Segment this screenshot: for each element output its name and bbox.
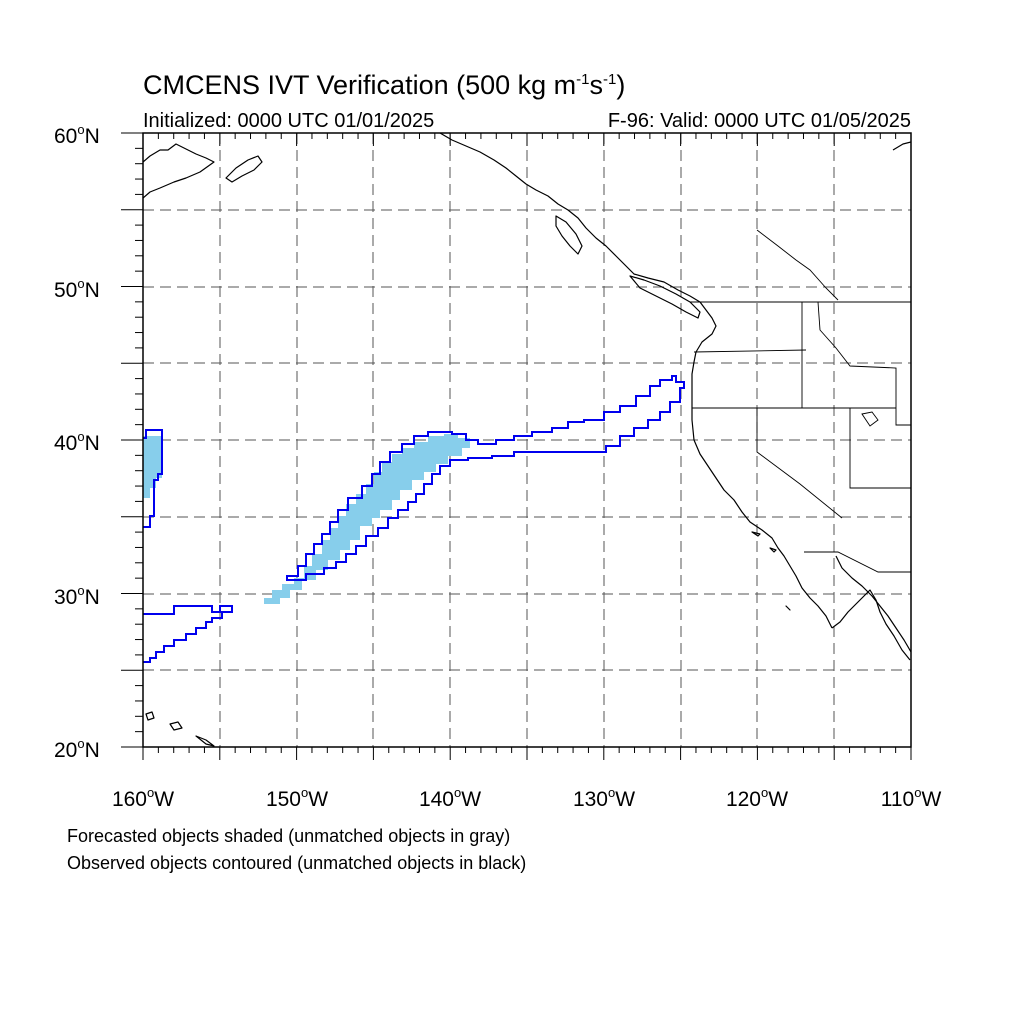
- lat-label-30: 30oN: [54, 583, 100, 609]
- observed-object-west-south: [143, 605, 233, 663]
- coast-northeast: [892, 141, 911, 151]
- state-border-wa-or: [693, 349, 807, 353]
- lon-label-140: 140oW: [418, 785, 482, 811]
- observed-object-main: [286, 375, 685, 581]
- alaska-panhandle-coast: [439, 133, 701, 303]
- lat-label-40: 40oN: [54, 429, 100, 455]
- lake-outline: [861, 411, 879, 427]
- lon-label-130: 130oW: [572, 785, 636, 811]
- gridlines: [143, 133, 911, 747]
- hawaii-islands: [145, 711, 215, 747]
- tick-marks: [121, 132, 912, 760]
- initialized-label: Initialized: 0000 UTC 01/01/2025: [143, 110, 435, 132]
- observed-legend-note: Observed objects contoured (unmatched ob…: [67, 853, 527, 873]
- island-ca: [751, 531, 791, 611]
- lon-label-150: 150oW: [265, 785, 329, 811]
- alaska-peninsula-coast: [143, 143, 215, 199]
- lon-label-160: 160oW: [111, 785, 175, 811]
- haida-gwaii: [555, 215, 583, 255]
- forecast-objects: [143, 434, 470, 604]
- political-borders: [690, 229, 911, 573]
- vancouver-island: [629, 275, 701, 319]
- lon-label-110: 110oW: [880, 785, 942, 811]
- observed-objects: [143, 375, 685, 663]
- observed-object-west-north: [143, 429, 163, 528]
- chart-title: CMCENS IVT Verification (500 kg m-1s-1): [143, 70, 626, 100]
- valid-time-label: F-96: Valid: 0000 UTC 01/05/2025: [607, 110, 911, 132]
- kodiak-coast: [225, 155, 263, 183]
- lat-label-50: 50oN: [54, 276, 100, 302]
- state-border-ca-nv: [756, 408, 843, 519]
- us-mexico-border: [804, 551, 911, 573]
- forecast-object-main: [264, 434, 470, 604]
- coastlines: [143, 133, 911, 747]
- lat-label-60: 60oN: [54, 122, 100, 148]
- forecast-legend-note: Forecasted objects shaded (unmatched obj…: [67, 826, 511, 846]
- state-border-nv-ut: [849, 408, 911, 489]
- state-border-mt: [817, 301, 911, 426]
- rockies-range-line: [756, 229, 839, 301]
- lon-label-120: 120oW: [725, 785, 789, 811]
- forecast-object-west: [143, 436, 162, 498]
- california-coast: [693, 439, 833, 629]
- canada-coast: [691, 301, 717, 441]
- baja-california: [831, 589, 911, 661]
- mainland-mexico-coast: [835, 555, 911, 653]
- lat-label-20: 20oN: [54, 736, 100, 762]
